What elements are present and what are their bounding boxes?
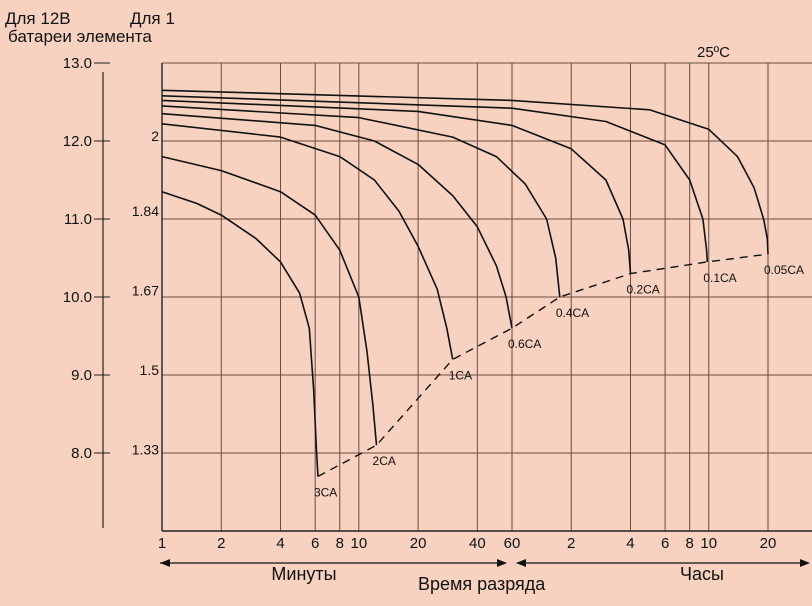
- discharge-curve-1CA: [161, 123, 454, 360]
- x-tick-label-hours: 6: [661, 535, 669, 552]
- temperature-label: 25ºC: [697, 44, 730, 61]
- curve-label-3CA: 3CA: [314, 485, 337, 499]
- y-tick-label-12v: 10.0: [63, 289, 92, 306]
- y-tick-label-cell: 1.5: [140, 362, 160, 378]
- hours-arrow-right-head: [800, 559, 810, 567]
- curve-label-2CA: 2CA: [373, 454, 396, 468]
- x-tick-label-hours: 8: [686, 535, 694, 552]
- x-tick-label-minutes: 4: [276, 535, 284, 552]
- y-tick-label-cell: 1.67: [132, 282, 159, 298]
- minutes-arrow-left-head: [160, 559, 170, 567]
- x-tick-label-minutes: 40: [469, 535, 486, 552]
- y-tick-label-cell: 1.33: [132, 442, 159, 458]
- discharge-curve-0.4CA: [161, 105, 561, 298]
- curve-label-0.4CA: 0.4CA: [556, 306, 589, 320]
- x-tick-label-minutes: 60: [504, 535, 521, 552]
- y-tick-label-cell: 1.84: [132, 203, 159, 219]
- minutes-segment-label: Минуты: [271, 564, 336, 584]
- x-tick-label-minutes: 20: [410, 535, 427, 552]
- labels: 13.0 12.0 11.0 10.0 9.0 8.0 2 1.84 1.67 1.5 1.33 1 2…: [63, 55, 804, 584]
- x-tick-label-minutes: 2: [217, 535, 225, 552]
- y-tick-label-12v: 9.0: [71, 367, 92, 384]
- cell-header-line1: Для 1: [130, 9, 175, 28]
- minutes-arrow-right-head: [497, 559, 507, 567]
- curve-label-1CA: 1CA: [449, 368, 472, 382]
- y-tick-label-12v: 13.0: [63, 55, 92, 72]
- discharge-curve-3CA: [161, 190, 319, 477]
- grid: [161, 62, 812, 531]
- curve-label-0.05CA: 0.05CA: [764, 263, 804, 277]
- x-tick-label-minutes: 6: [311, 535, 319, 552]
- y-tick-label-cell: 2: [151, 128, 159, 144]
- discharge-curves: [161, 89, 769, 478]
- x-tick-label-minutes: 1: [158, 535, 166, 552]
- end-voltage-dashed-curve: [317, 253, 769, 478]
- discharge-curve-0.1CA: [161, 95, 709, 262]
- y-tick-label-12v: 12.0: [63, 133, 92, 150]
- volt12-header: Для 12В: [5, 9, 71, 28]
- curve-label-0.2CA: 0.2CA: [626, 283, 659, 297]
- discharge-curve-0.2CA: [161, 99, 632, 274]
- hours-arrow-left-head: [516, 559, 526, 567]
- discharge-curve-0.05CA: [161, 89, 769, 255]
- x-tick-label-minutes: 8: [336, 535, 344, 552]
- x-tick-label-hours: 2: [567, 535, 575, 552]
- curve-label-0.1CA: 0.1CA: [703, 271, 736, 285]
- discharge-curve-0.6CA: [161, 112, 513, 329]
- x-tick-label-hours: 10: [700, 535, 717, 552]
- x-axis-title: Время разряда: [418, 574, 546, 594]
- x-tick-label-hours: 20: [760, 535, 777, 552]
- x-tick-label-hours: 4: [626, 535, 634, 552]
- cell-header-line2: батареи элемента: [8, 27, 152, 46]
- x-tick-label-minutes: 10: [350, 535, 367, 552]
- y-tick-label-12v: 11.0: [64, 211, 92, 228]
- curve-label-0.6CA: 0.6CA: [508, 337, 541, 351]
- hours-segment-label: Часы: [680, 564, 724, 584]
- y-tick-label-12v: 8.0: [71, 445, 92, 462]
- axes: [94, 62, 812, 567]
- discharge-curve-2CA: [161, 155, 378, 446]
